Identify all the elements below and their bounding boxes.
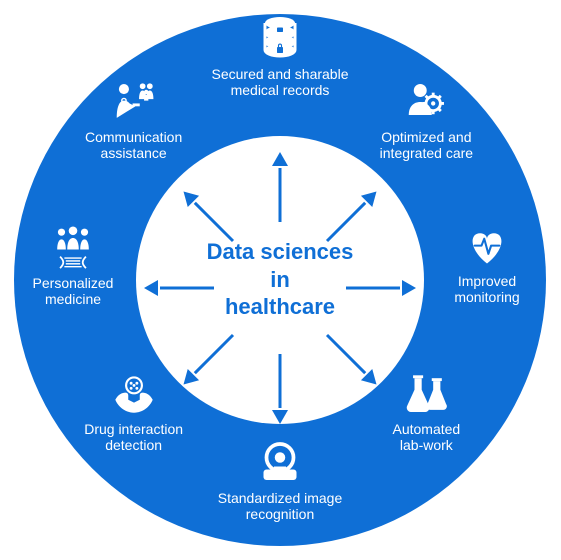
flasks-icon	[403, 371, 449, 417]
arrow-6	[146, 280, 214, 296]
node-records: Secured and sharable medical records	[210, 14, 350, 98]
scanner-icon	[256, 438, 304, 486]
heart-pulse-icon	[465, 225, 509, 269]
hands-dish-icon	[111, 371, 157, 417]
center-title-line2: in	[270, 267, 290, 292]
arrow-0	[272, 154, 288, 222]
node-imaging: Standardized image recognition	[210, 438, 350, 522]
arrow-2	[346, 280, 414, 296]
node-label-communication: Communication assistance	[85, 129, 182, 161]
node-label-imaging: Standardized image recognition	[218, 490, 343, 522]
node-drug: Drug interaction detection	[64, 371, 204, 453]
node-label-labwork: Automated lab-work	[393, 421, 461, 453]
center-title: Data sciencesinhealthcare	[190, 238, 370, 321]
node-label-care: Optimized and integrated care	[380, 129, 473, 161]
node-label-personalized: Personalized medicine	[33, 275, 114, 307]
node-label-monitoring: Improved monitoring	[454, 273, 519, 305]
doctor-family-icon	[111, 79, 157, 125]
node-communication: Communication assistance	[64, 79, 204, 161]
node-label-records: Secured and sharable medical records	[212, 66, 349, 98]
node-labwork: Automated lab-work	[356, 371, 496, 453]
node-label-drug: Drug interaction detection	[84, 421, 183, 453]
center-title-line3: healthcare	[225, 294, 335, 319]
node-care: Optimized and integrated care	[356, 79, 496, 161]
database-lock-icon	[256, 14, 304, 62]
node-monitoring: Improved monitoring	[417, 225, 557, 305]
person-gear-icon	[403, 79, 449, 125]
node-personalized: Personalized medicine	[3, 225, 143, 307]
family-dna-icon	[50, 225, 96, 271]
arrow-4	[272, 354, 288, 422]
